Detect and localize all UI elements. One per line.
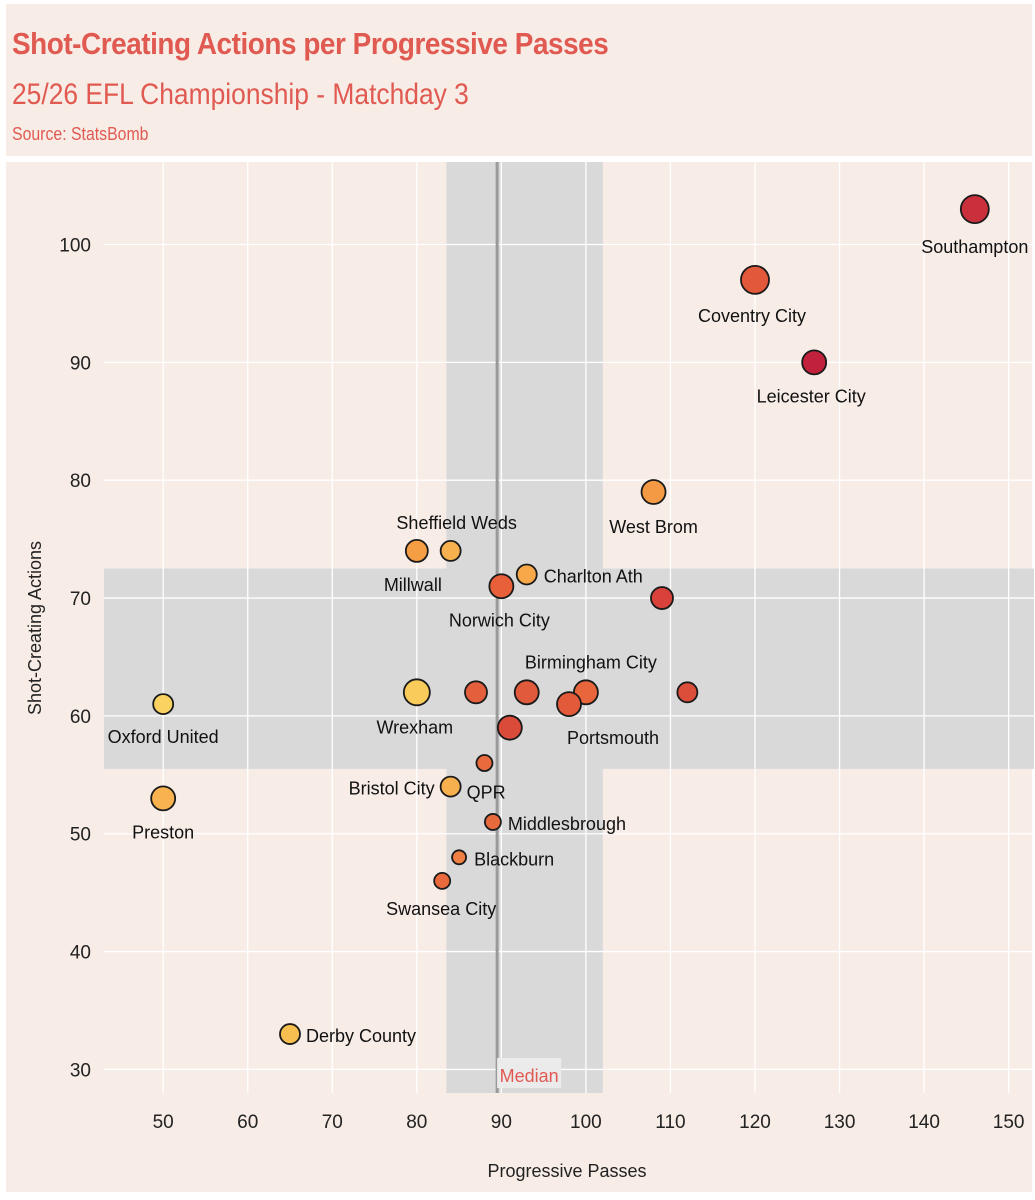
point-label: Southampton (921, 237, 1028, 257)
x-tick-label: 60 (237, 1112, 258, 1133)
data-point (439, 775, 462, 798)
x-axis-title: Progressive Passes (487, 1161, 646, 1181)
data-point (650, 586, 674, 610)
point-label: Wrexham (376, 717, 453, 737)
x-tick-label: 100 (570, 1112, 602, 1133)
data-point (740, 264, 770, 295)
point-label: Oxford United (108, 727, 219, 747)
data-point (433, 871, 452, 890)
median-label-bg (497, 1058, 562, 1088)
y-tick-label: 60 (70, 707, 91, 728)
median-label: Median (500, 1066, 559, 1086)
data-point (676, 681, 699, 704)
data-point (640, 479, 667, 505)
point-label: Charlton Ath (544, 566, 643, 586)
data-point (959, 194, 990, 225)
x-tick-label: 140 (908, 1112, 940, 1133)
y-tick-label: 70 (70, 589, 91, 610)
y-tick-label: 80 (70, 471, 91, 492)
median-layer: Median (495, 162, 562, 1093)
point-label: Leicester City (757, 386, 866, 406)
y-axis-title: Shot-Creating Actions (25, 541, 45, 715)
ticks-layer: 50 60 70 80 90 100 110 120 130 140 150 30 40 50 60 70 80… (59, 235, 1024, 1133)
x-tick-label: 80 (406, 1112, 427, 1133)
y-tick-label: 50 (70, 825, 91, 846)
grid-layer (104, 162, 1034, 1093)
data-point (515, 563, 538, 586)
point-label: Blackburn (474, 849, 554, 869)
point-label: Portsmouth (567, 728, 659, 748)
data-point (402, 678, 431, 707)
x-tick-label: 130 (824, 1112, 856, 1133)
data-point (484, 813, 502, 831)
point-label: Millwall (384, 575, 442, 595)
labels-layer: Southampton Coventry City Leicester City We… (108, 237, 1029, 1046)
data-point (513, 679, 540, 706)
data-point (404, 538, 429, 563)
x-tick-label: 150 (993, 1112, 1025, 1133)
chart-header: Shot-Creating Actions per Progressive Pa… (6, 4, 1032, 156)
x-tick-label: 70 (322, 1112, 343, 1133)
point-label: Bristol City (349, 779, 435, 799)
point-label: Norwich City (449, 610, 550, 630)
data-point (556, 691, 582, 718)
y-interquartile-band (104, 568, 1034, 769)
chart-subtitle: 25/26 EFL Championship - Matchday 3 (12, 78, 469, 111)
point-label: Birmingham City (525, 652, 657, 672)
band-layer (104, 162, 1034, 1093)
point-label: Coventry City (698, 306, 806, 326)
point-label: Swansea City (386, 899, 496, 919)
point-label: Derby County (306, 1026, 416, 1046)
data-point (496, 714, 523, 741)
chart-title: Shot-Creating Actions per Progressive Pa… (12, 26, 609, 61)
data-point (488, 573, 515, 600)
point-label: QPR (467, 783, 506, 803)
points-layer (150, 194, 990, 1045)
data-point (464, 680, 488, 705)
data-point (152, 693, 175, 716)
x-tick-label: 90 (491, 1112, 512, 1133)
y-tick-label: 100 (59, 235, 91, 256)
data-point (439, 539, 462, 562)
chart-source: Source: StatsBomb (12, 124, 149, 144)
data-point (150, 785, 177, 812)
data-point (279, 1023, 301, 1045)
point-label: Preston (132, 822, 194, 842)
y-tick-label: 40 (70, 943, 91, 964)
data-point (475, 754, 494, 772)
x-tick-label: 120 (739, 1112, 771, 1133)
point-label: Middlesbrough (508, 814, 626, 834)
data-point (451, 849, 467, 866)
data-point (801, 349, 828, 376)
x-tick-label: 110 (655, 1112, 685, 1133)
y-tick-label: 90 (70, 353, 91, 374)
y-tick-label: 30 (70, 1060, 91, 1081)
point-label: West Brom (609, 517, 698, 537)
point-label: Sheffield Weds (396, 513, 516, 533)
x-tick-label: 50 (153, 1112, 174, 1133)
